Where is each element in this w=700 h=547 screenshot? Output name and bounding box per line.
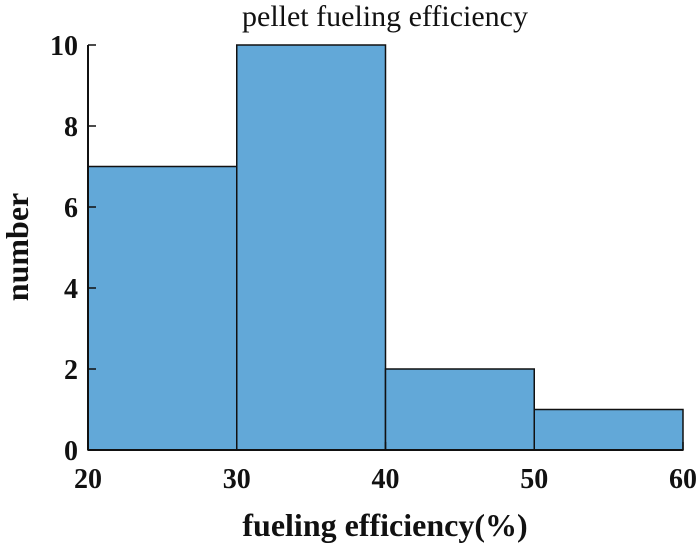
x-axis-label: fueling efficiency(%) xyxy=(242,507,527,543)
y-tick-label: 2 xyxy=(64,355,78,386)
y-tick-label: 4 xyxy=(64,274,78,305)
histogram-bar-2 xyxy=(236,44,387,451)
x-tick-label: 30 xyxy=(223,464,251,495)
x-tick-label: 20 xyxy=(74,464,102,495)
y-tick-label: 10 xyxy=(50,31,78,62)
ticks-group: 20 30 40 50 60 0 2 4 6 8 10 xyxy=(50,31,697,495)
x-tick-label: 50 xyxy=(520,464,548,495)
histogram-bar-1 xyxy=(87,165,238,451)
chart-title: pellet fueling efficiency xyxy=(242,0,528,33)
y-axis-label: number xyxy=(0,193,35,301)
x-tick-label: 60 xyxy=(669,464,697,495)
x-tick-label: 40 xyxy=(372,464,400,495)
histogram-bar-4 xyxy=(533,408,684,451)
y-tick-label: 8 xyxy=(64,112,78,143)
y-tick-label: 6 xyxy=(64,193,78,224)
bars-group xyxy=(87,44,684,451)
y-tick-label: 0 xyxy=(64,436,78,467)
histogram-bar-3 xyxy=(384,368,535,451)
